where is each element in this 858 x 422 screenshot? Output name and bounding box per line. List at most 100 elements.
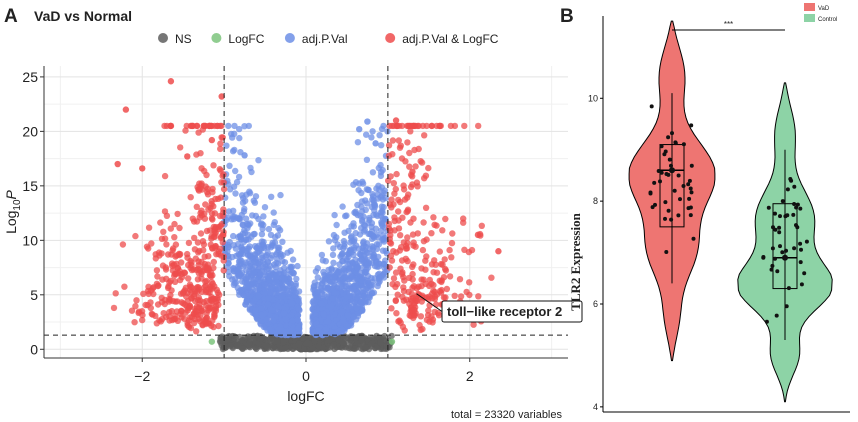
- volcano-point: [203, 298, 209, 304]
- volcano-point: [163, 241, 169, 247]
- violin-y-axis-title: TLR2 Expression: [568, 212, 583, 310]
- y-title-base: 10: [12, 199, 23, 211]
- volcano-highlight-point: [393, 117, 399, 123]
- volcano-point: [316, 343, 322, 349]
- volcano-point: [225, 244, 231, 250]
- volcano-point: [217, 140, 223, 146]
- volcano-point: [395, 197, 401, 203]
- volcano-title: VaD vs Normal: [34, 8, 132, 24]
- volcano-x-axis-title: logFC: [287, 388, 324, 404]
- violin-y-axis-title-group: TLR2 Expression: [568, 212, 583, 310]
- volcano-point: [389, 151, 395, 157]
- volcano-point: [346, 303, 352, 309]
- volcano-point: [331, 232, 337, 238]
- volcano-point: [405, 191, 411, 197]
- violin-data-point: [777, 230, 781, 234]
- legend-marker: [211, 33, 221, 43]
- volcano-point: [366, 215, 372, 221]
- violin-data-point: [761, 256, 765, 260]
- volcano-point: [195, 262, 201, 268]
- volcano-highlight-point: [139, 165, 145, 171]
- volcano-point: [217, 123, 223, 129]
- violin-data-point: [660, 144, 664, 148]
- volcano-point: [252, 307, 258, 313]
- violin-data-point: [664, 250, 668, 254]
- volcano-point: [403, 209, 409, 215]
- volcano-point: [379, 126, 385, 132]
- volcano-point: [436, 312, 442, 318]
- volcano-point: [176, 225, 182, 231]
- volcano-x-tick-label: 2: [466, 368, 474, 384]
- volcano-point: [168, 287, 174, 293]
- volcano-point: [425, 307, 431, 313]
- violin-data-point: [794, 223, 798, 227]
- violin-data-point: [778, 214, 782, 218]
- volcano-highlight-point: [114, 161, 120, 167]
- legend-marker: [385, 33, 395, 43]
- volcano-point: [289, 300, 295, 306]
- volcano-point: [331, 290, 337, 296]
- volcano-point: [340, 339, 346, 345]
- volcano-point: [337, 244, 343, 250]
- volcano-point: [180, 290, 186, 296]
- volcano-point: [321, 311, 327, 317]
- volcano-point: [326, 272, 332, 278]
- volcano-point: [211, 234, 217, 240]
- volcano-point: [198, 165, 204, 171]
- violin-data-point: [650, 104, 654, 108]
- volcano-point: [150, 285, 156, 291]
- volcano-point: [386, 221, 392, 227]
- volcano-point: [220, 346, 226, 352]
- volcano-point: [330, 252, 336, 258]
- violin-data-point: [788, 177, 792, 181]
- volcano-point: [378, 173, 384, 179]
- volcano-y-tick-label: 25: [22, 69, 38, 85]
- volcano-point: [376, 275, 382, 281]
- volcano-point: [209, 272, 215, 278]
- volcano-point: [452, 293, 458, 299]
- volcano-point: [227, 343, 233, 349]
- violin-data-point: [777, 226, 781, 230]
- volcano-point: [154, 267, 160, 273]
- volcano-point: [395, 292, 401, 298]
- violin-data-point: [794, 206, 798, 210]
- volcano-point: [444, 286, 450, 292]
- volcano-point: [232, 190, 238, 196]
- volcano-point: [374, 241, 380, 247]
- volcano-point: [370, 169, 376, 175]
- volcano-point: [391, 180, 397, 186]
- volcano-point: [135, 310, 141, 316]
- violin-data-point: [666, 135, 670, 139]
- volcano-point: [320, 269, 326, 275]
- volcano-point: [231, 123, 237, 129]
- violin-data-point: [688, 179, 692, 183]
- volcano-point: [236, 258, 242, 264]
- volcano-point: [366, 260, 372, 266]
- volcano-highlight-point: [123, 106, 129, 112]
- volcano-point: [319, 252, 325, 258]
- volcano-point: [352, 346, 358, 352]
- volcano-point: [209, 216, 215, 222]
- volcano-point: [187, 258, 193, 264]
- volcano-point: [181, 316, 187, 322]
- volcano-point: [234, 342, 240, 348]
- volcano-point: [310, 345, 316, 351]
- volcano-point: [197, 312, 203, 318]
- violin-y-tick-label: 4: [593, 402, 598, 412]
- volcano-point: [255, 157, 261, 163]
- volcano-point: [403, 256, 409, 262]
- volcano-point: [194, 123, 200, 129]
- violin-data-point: [663, 200, 667, 204]
- volcano-point: [246, 243, 252, 249]
- volcano-point: [190, 266, 196, 272]
- volcano-point: [272, 219, 278, 225]
- volcano-point: [466, 292, 472, 298]
- volcano-point: [339, 308, 345, 314]
- legend-label: NS: [175, 32, 192, 46]
- violin-data-point: [677, 174, 681, 178]
- volcano-point: [179, 274, 185, 280]
- violin-data-point: [669, 164, 673, 168]
- volcano-point: [267, 289, 273, 295]
- volcano-point: [406, 150, 412, 156]
- volcano-highlight-point: [241, 152, 247, 158]
